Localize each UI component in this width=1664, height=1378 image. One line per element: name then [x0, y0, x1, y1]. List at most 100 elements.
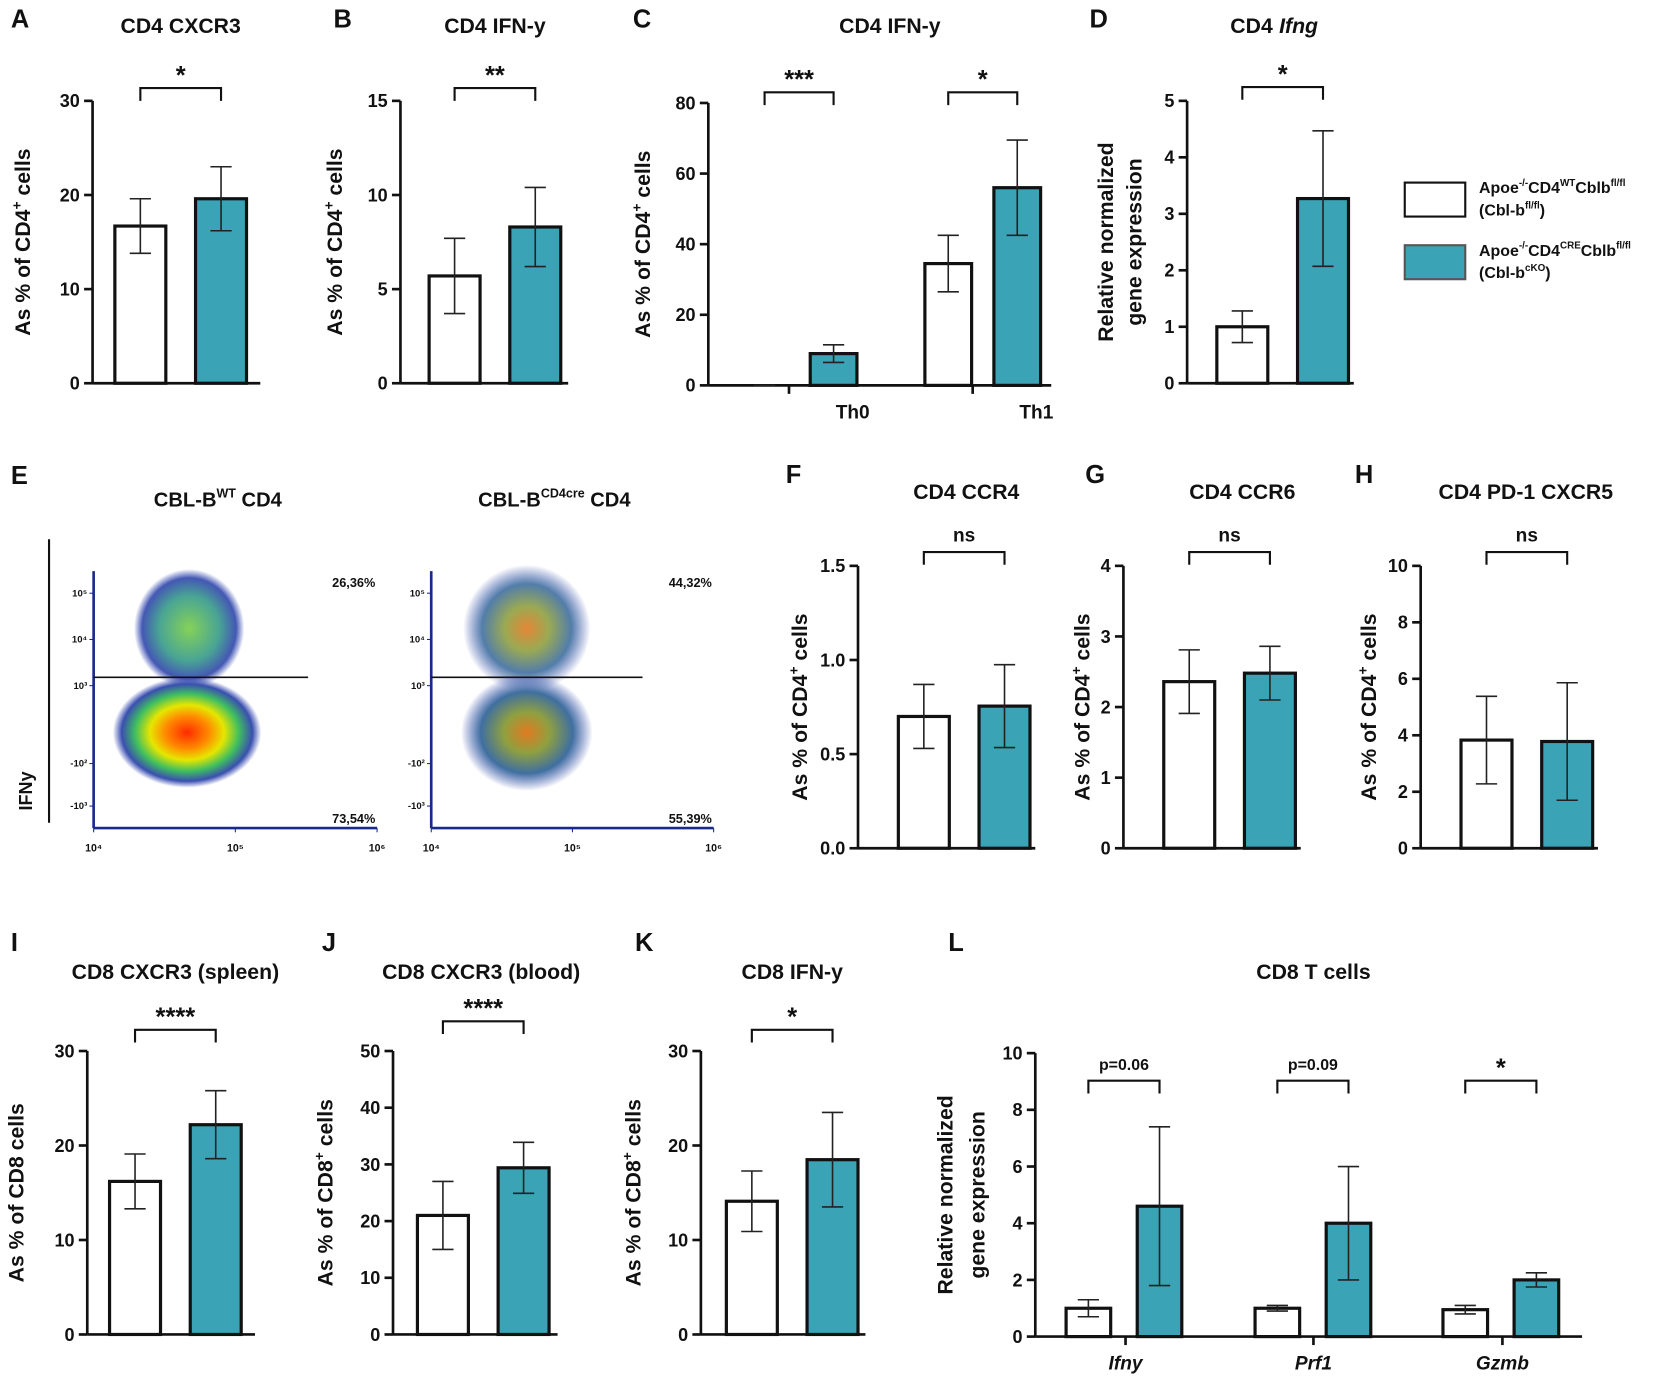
y-tick-label: 1.0 [820, 650, 845, 670]
chart-title: CD8 CXCR3 (spleen) [72, 961, 280, 984]
y-tick-label: 0 [686, 376, 696, 396]
significance-label: * [1496, 1054, 1506, 1082]
significance-label: * [978, 66, 988, 94]
error-bar [1259, 645, 1281, 701]
y-tick-label: 0 [1013, 1327, 1023, 1347]
y-tick-label: 30 [360, 1155, 380, 1175]
panel-letter: B [334, 6, 352, 34]
superscript: + [787, 666, 802, 674]
text-part: As % of CD4 [1071, 674, 1094, 800]
chart-title: CD4 CCR6 [1189, 481, 1295, 504]
superscript: cKO [1525, 263, 1546, 274]
chart-title: CD4 IFN-y [444, 15, 546, 38]
y-tick-label: 60 [676, 164, 696, 184]
text-part: CBL-B [154, 489, 217, 511]
text-part: cells [12, 148, 35, 201]
y-tick-label: 2 [1164, 261, 1174, 281]
text-part: As % of CD8 [6, 1156, 29, 1282]
y-tick-label: 0 [1398, 839, 1408, 859]
error-bar [512, 1141, 535, 1195]
text-part: cells [324, 148, 347, 201]
gate-percent: 73,54% [332, 811, 375, 826]
error-bar [1148, 1126, 1171, 1287]
superscript: + [322, 201, 337, 209]
y-axis-label: Relative normalized [1095, 142, 1118, 341]
significance-label: * [176, 62, 186, 90]
significance-label: p=0.06 [1099, 1057, 1149, 1074]
y-tick-label: 10³ [73, 681, 87, 692]
superscript: CRE [1560, 241, 1581, 252]
panel-letter: K [635, 929, 654, 957]
significance-bracket [1464, 1079, 1538, 1094]
panel-letter: D [1089, 6, 1107, 34]
text-part: (Cbl-b [1479, 265, 1525, 282]
significance-bracket [453, 87, 537, 101]
text-part: cells [315, 1099, 338, 1152]
significance-bracket [1188, 550, 1271, 565]
plot-title: CBL-BCD4cre CD4 [478, 486, 631, 511]
y-tick-label: -10³ [70, 801, 87, 812]
density-cloud [460, 674, 593, 791]
y-tick-label: -10² [408, 759, 425, 770]
text-part: As % of CD4 [324, 209, 347, 335]
x-tick-label: 10⁵ [564, 842, 581, 854]
panel-letter: A [11, 6, 29, 34]
significance-bracket [139, 87, 223, 101]
y-tick-label: 10⁴ [410, 635, 426, 646]
y-tick-label: 40 [360, 1098, 380, 1118]
error-bar [993, 663, 1016, 749]
legend-swatch [1403, 244, 1467, 281]
x-tick-label: 10⁵ [227, 842, 244, 854]
text-part: ) [1540, 203, 1545, 220]
superscript: WT [217, 486, 237, 500]
y-axis-label: As % of CD4+ cells [629, 151, 654, 338]
error-bar [210, 165, 232, 232]
y-tick-label: 1.5 [820, 556, 845, 576]
y-tick-label: 20 [360, 1211, 380, 1231]
y-tick-label: 0 [64, 1325, 74, 1345]
error-bar [1525, 1272, 1548, 1288]
y-tick-label: 0 [678, 1325, 688, 1345]
significance-bracket [750, 1028, 834, 1043]
y-tick-label: 10 [54, 1230, 74, 1250]
y-tick-label: 0.0 [820, 839, 845, 859]
x-tick-label: 10⁴ [423, 842, 440, 854]
y-axis-label: As % of CD4+ cells [9, 148, 34, 335]
y-tick-label: 1 [1101, 768, 1111, 788]
error-bar [1337, 1165, 1360, 1281]
error-bar [1556, 681, 1578, 802]
error-bar [1454, 1304, 1476, 1315]
y-tick-label: 10 [360, 1268, 380, 1288]
superscript: + [620, 1152, 635, 1160]
y-tick-label: 80 [676, 93, 696, 113]
bar [1242, 671, 1297, 850]
y-tick-label: 30 [668, 1041, 688, 1061]
text-part: (Cbl-b [1479, 203, 1525, 220]
significance-label: ns [1516, 525, 1538, 546]
superscript: + [1356, 666, 1371, 674]
x-tick-label: Ifny [1109, 1354, 1144, 1375]
error-bar [1312, 129, 1334, 268]
significance-bracket [763, 91, 835, 106]
error-bar [129, 197, 151, 255]
error-bar [822, 343, 845, 364]
text-part: Cblb [1581, 243, 1617, 260]
y-tick-label: 2 [1398, 782, 1408, 802]
y-tick-label: 5 [1164, 91, 1174, 111]
bar [1253, 1306, 1302, 1339]
y-tick-label: 10³ [411, 681, 425, 692]
panel-letter: I [11, 929, 18, 957]
chart-title: CD4 PD-1 CXCR5 [1439, 481, 1614, 504]
error-bar [124, 1153, 146, 1210]
superscript: + [9, 201, 24, 209]
y-tick-label: 40 [676, 235, 696, 255]
density-cloud [133, 569, 245, 688]
y-tick-label: 6 [1013, 1157, 1023, 1177]
bar [896, 714, 951, 850]
text-part: As % of CD4 [12, 209, 35, 335]
y-axis-label: As % of CD4+ cells [787, 613, 812, 800]
significance-label: ** [485, 62, 505, 90]
error-bar [821, 1111, 844, 1208]
density-cloud [463, 564, 591, 693]
